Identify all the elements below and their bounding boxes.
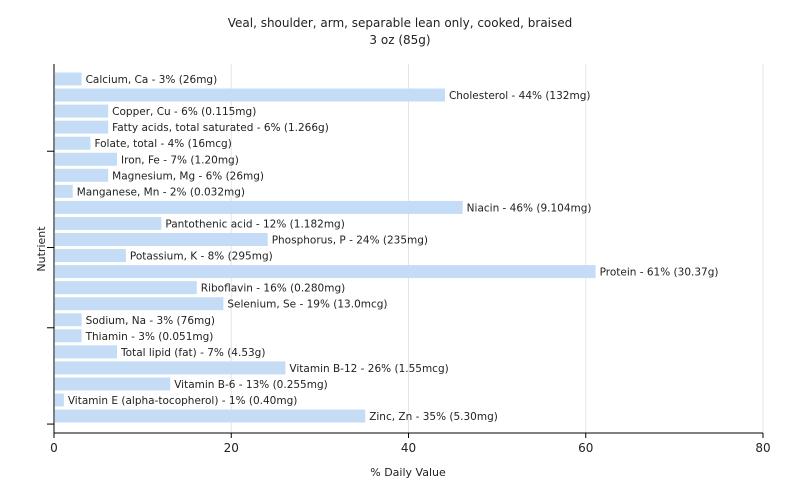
bar-label-14: Selenium, Se - 19% (13.0mcg)	[227, 299, 387, 311]
bar-label-21: Zinc, Zn - 35% (5.30mg)	[369, 411, 498, 423]
x-axis-ticks: 0 20 40 60 80	[50, 433, 771, 455]
bar-21	[55, 409, 366, 423]
bar-8	[55, 200, 463, 214]
bar-label-15: Sodium, Na - 3% (76mg)	[86, 315, 215, 327]
bar-label-17: Total lipid (fat) - 7% (4.53g)	[120, 347, 265, 359]
bar-0	[55, 72, 82, 86]
bar-label-10: Phosphorus, P - 24% (235mg)	[272, 235, 428, 247]
x-tick-label-4: 80	[755, 441, 770, 455]
bar-18	[55, 361, 286, 375]
bar-14	[55, 297, 224, 311]
bar-20	[55, 393, 64, 407]
bar-labels: Calcium, Ca - 3% (26mg) Cholesterol - 44%…	[68, 74, 719, 423]
bar-2	[55, 104, 109, 118]
bar-label-7: Manganese, Mn - 2% (0.032mg)	[77, 186, 245, 198]
bar-4	[55, 136, 91, 150]
x-tick-label-3: 60	[578, 441, 593, 455]
bar-19	[55, 377, 171, 391]
bar-label-9: Pantothenic acid - 12% (1.182mg)	[165, 218, 344, 230]
bar-label-11: Potassium, K - 8% (295mg)	[130, 251, 273, 263]
bar-13	[55, 281, 197, 295]
x-axis-title: % Daily Value	[370, 466, 446, 479]
bar-label-3: Fatty acids, total saturated - 6% (1.266…	[112, 122, 329, 134]
gridlines	[230, 64, 764, 433]
bar-label-13: Riboflavin - 16% (0.280mg)	[201, 283, 345, 295]
bar-12	[55, 265, 596, 279]
bar-label-6: Magnesium, Mg - 6% (26mg)	[112, 170, 264, 182]
bar-3	[55, 120, 109, 134]
chart-title: Veal, shoulder, arm, separable lean only…	[228, 16, 573, 30]
bar-label-19: Vitamin B-6 - 13% (0.255mg)	[174, 379, 328, 391]
bar-10	[55, 233, 268, 246]
x-tick-label-0: 0	[50, 441, 58, 455]
bar-label-16: Thiamin - 3% (0.051mg)	[85, 331, 214, 343]
bar-7	[55, 184, 73, 198]
bar-label-0: Calcium, Ca - 3% (26mg)	[86, 74, 218, 86]
bar-label-20: Vitamin E (alpha-tocopherol) - 1% (0.40m…	[68, 395, 297, 407]
bar-label-1: Cholesterol - 44% (132mg)	[449, 90, 591, 102]
bar-6	[55, 168, 109, 182]
bar-label-4: Folate, total - 4% (16mcg)	[94, 138, 231, 150]
bar-1	[55, 88, 445, 102]
x-tick-label-1: 20	[224, 441, 239, 455]
y-axis-title: Nutrient	[35, 226, 48, 272]
bar-17	[55, 345, 118, 359]
chart-subtitle: 3 oz (85g)	[369, 33, 430, 47]
bar-label-2: Copper, Cu - 6% (0.115mg)	[112, 106, 256, 118]
y-axis-ticks	[47, 150, 54, 425]
bar-9	[55, 216, 162, 230]
bars	[55, 72, 596, 423]
bar-label-12: Protein - 61% (30.37g)	[600, 267, 719, 279]
bar-16	[55, 329, 82, 343]
bar-label-5: Iron, Fe - 7% (1.20mg)	[121, 154, 239, 166]
bar-5	[55, 152, 118, 166]
bar-15	[55, 313, 82, 327]
bar-label-8: Niacin - 46% (9.104mg)	[467, 202, 592, 214]
bar-11	[55, 249, 126, 263]
bar-label-18: Vitamin B-12 - 26% (1.55mcg)	[289, 363, 448, 375]
x-tick-label-2: 40	[401, 441, 416, 455]
